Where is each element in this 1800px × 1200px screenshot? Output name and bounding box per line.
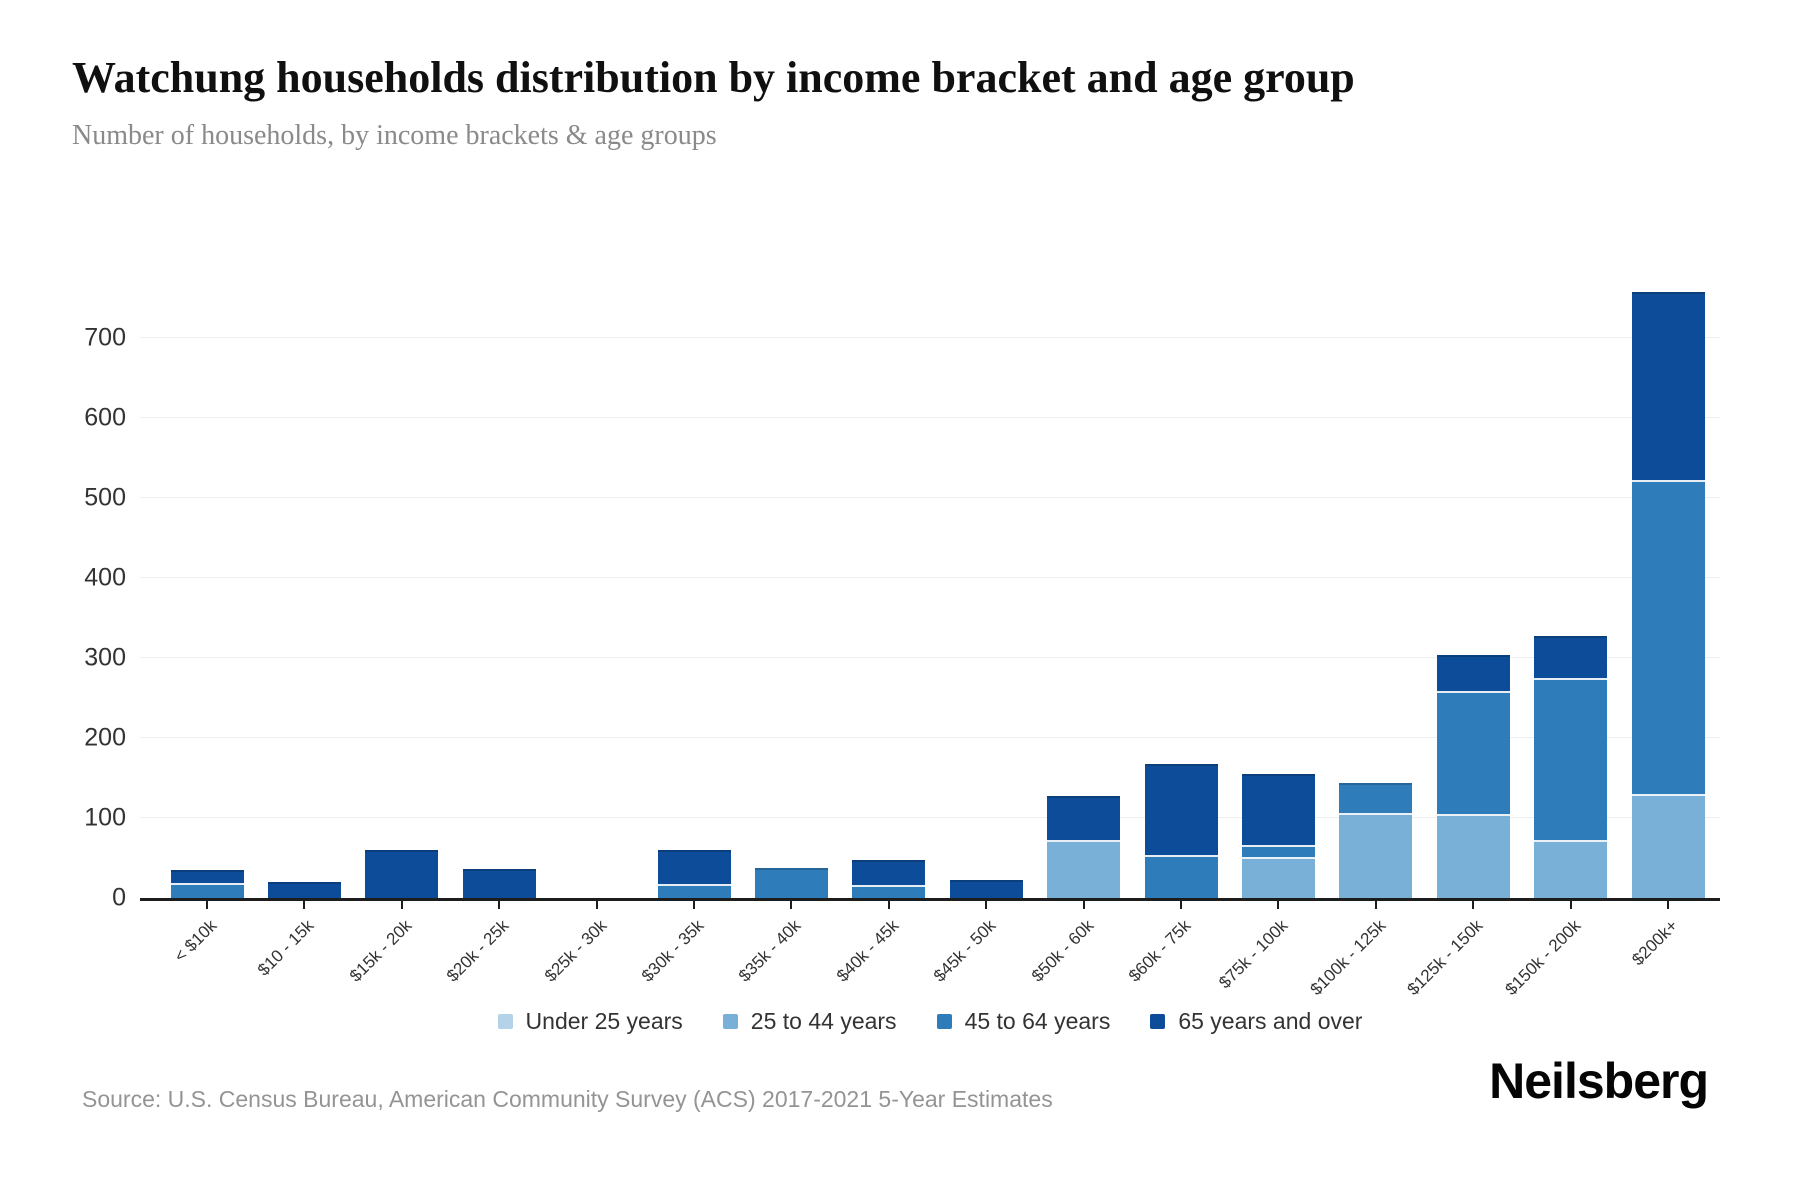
y-axis: 0 100 200 300 400 500 600 700: [0, 250, 126, 912]
bar-segment[interactable]: [1047, 842, 1121, 898]
bar-$20k - 25k[interactable]: [462, 868, 536, 898]
bar-segment[interactable]: [1534, 680, 1608, 842]
bar-segment[interactable]: [852, 859, 926, 887]
bar-segment[interactable]: [1436, 655, 1510, 693]
gridline: [140, 737, 1720, 738]
gridline: [140, 577, 1720, 578]
x-axis-tick: [1374, 901, 1377, 909]
x-axis-tick: [595, 901, 598, 909]
x-axis-tick: [303, 901, 306, 909]
legend-swatch: [1150, 1014, 1166, 1029]
legend-label: 65 years and over: [1178, 1008, 1363, 1034]
x-axis-tick: [887, 901, 890, 909]
bar-segment[interactable]: [1144, 857, 1218, 898]
page-subtitle: Number of households, by income brackets…: [72, 120, 717, 151]
y-axis-label: 500: [84, 483, 126, 512]
brand-logo: Neilsberg: [1489, 1053, 1709, 1109]
x-axis-tick: [1082, 901, 1085, 909]
x-axis-tick: [206, 901, 208, 909]
bar-segment[interactable]: [657, 850, 731, 886]
y-axis-label: 100: [84, 803, 126, 832]
legend-item[interactable]: 45 to 64 years: [936, 1008, 1111, 1035]
bar-segment[interactable]: [1047, 796, 1121, 842]
bar-$45k - 50k[interactable]: [949, 880, 1023, 898]
source-note: Source: U.S. Census Bureau, American Com…: [82, 1086, 1053, 1112]
bar-$35k - 40k[interactable]: [754, 868, 828, 898]
bar-segment[interactable]: [1631, 481, 1705, 796]
bar-$60k - 75k[interactable]: [1144, 763, 1218, 898]
y-axis-label: 400: [84, 563, 126, 592]
bar-< $10k[interactable]: [170, 870, 244, 898]
legend-swatch: [936, 1014, 952, 1029]
legend-label: Under 25 years: [525, 1008, 683, 1034]
x-axis-tick: [400, 901, 403, 909]
gridline: [140, 417, 1720, 418]
legend-label: 45 to 64 years: [964, 1008, 1111, 1034]
legend-item[interactable]: Under 25 years: [497, 1008, 683, 1035]
bar-segment[interactable]: [852, 886, 926, 898]
bar-$50k - 60k[interactable]: [1047, 796, 1121, 898]
bar-segment[interactable]: [1436, 692, 1510, 817]
x-axis-tick: [1277, 901, 1280, 909]
bar-$30k - 35k[interactable]: [657, 850, 731, 898]
y-axis-label: 0: [112, 883, 126, 912]
bar-segment[interactable]: [1631, 795, 1705, 898]
y-axis-label: 700: [84, 323, 126, 352]
x-axis-tick: [693, 901, 695, 909]
bar-$75k - 100k[interactable]: [1241, 773, 1315, 898]
x-axis-tick: [985, 901, 988, 909]
bar-$125k - 150k[interactable]: [1436, 655, 1510, 898]
legend-label: 25 to 44 years: [750, 1008, 897, 1034]
legend-item[interactable]: 65 years and over: [1150, 1008, 1362, 1035]
y-axis-label: 300: [84, 643, 126, 672]
bar-$200k+[interactable]: [1631, 292, 1705, 898]
bar-segment[interactable]: [1436, 816, 1510, 898]
bar-segment[interactable]: [754, 868, 828, 898]
y-axis-label: 200: [84, 723, 126, 752]
bar-segment[interactable]: [1534, 636, 1608, 680]
legend-swatch: [497, 1014, 513, 1029]
bar-segment[interactable]: [1241, 847, 1315, 859]
x-axis-tick: [1667, 901, 1669, 909]
bar-segment[interactable]: [462, 868, 536, 898]
gridline: [140, 657, 1720, 658]
legend: Under 25 years 25 to 44 years 45 to 64 yea…: [140, 1008, 1720, 1035]
gridline: [140, 817, 1720, 818]
x-axis-tick: [498, 901, 501, 909]
legend-item[interactable]: 25 to 44 years: [722, 1008, 897, 1035]
bar-segment[interactable]: [1241, 858, 1315, 898]
bar-segment[interactable]: [170, 870, 244, 886]
bar-$10 - 15k[interactable]: [267, 882, 341, 898]
bar-segment[interactable]: [170, 885, 244, 898]
bar-segment[interactable]: [1631, 292, 1705, 482]
plot-area: [140, 250, 1720, 901]
bar-segment[interactable]: [1339, 814, 1413, 898]
page-title: Watchung households distribution by inco…: [72, 53, 1355, 102]
bar-segment[interactable]: [949, 880, 1023, 898]
bar-$100k - 125k[interactable]: [1339, 782, 1413, 898]
y-axis-label: 600: [84, 403, 126, 432]
gridline: [140, 497, 1720, 498]
bar-segment[interactable]: [1241, 773, 1315, 848]
bar-$150k - 200k[interactable]: [1534, 636, 1608, 898]
legend-swatch: [722, 1014, 738, 1029]
x-axis-tick: [790, 901, 793, 909]
x-axis-tick: [1569, 901, 1572, 909]
bar-segment[interactable]: [1534, 842, 1608, 898]
bar-segment[interactable]: [365, 849, 439, 898]
bar-segment[interactable]: [267, 882, 341, 898]
bar-$15k - 20k[interactable]: [365, 849, 439, 898]
bar-segment[interactable]: [1339, 782, 1413, 815]
bar-$40k - 45k[interactable]: [852, 859, 926, 898]
gridline: [140, 337, 1720, 338]
x-axis-tick: [1180, 901, 1182, 909]
bar-segment[interactable]: [657, 886, 731, 898]
x-axis-tick: [1472, 901, 1475, 909]
bar-segment[interactable]: [1144, 763, 1218, 858]
